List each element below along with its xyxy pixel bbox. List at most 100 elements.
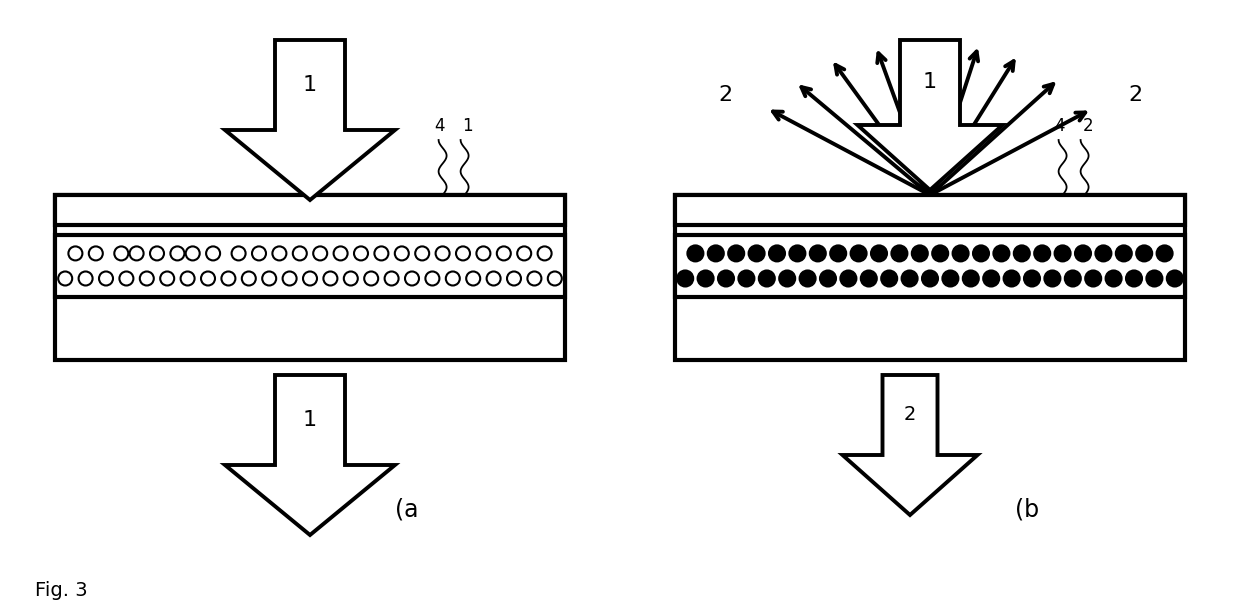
Circle shape [698, 270, 713, 286]
Circle shape [1126, 270, 1142, 286]
Bar [55, 195, 565, 225]
Circle shape [324, 272, 337, 286]
Bar [675, 235, 1185, 297]
Circle shape [170, 246, 185, 261]
Circle shape [150, 246, 164, 261]
Circle shape [242, 272, 255, 286]
Circle shape [911, 245, 928, 261]
Circle shape [708, 245, 724, 261]
Circle shape [749, 245, 765, 261]
Circle shape [314, 246, 327, 261]
Circle shape [252, 246, 267, 261]
Circle shape [718, 270, 734, 286]
Circle shape [456, 246, 470, 261]
Circle shape [861, 270, 877, 286]
Circle shape [486, 272, 501, 286]
Circle shape [435, 246, 450, 261]
Circle shape [800, 270, 816, 286]
Text: (b: (b [1016, 498, 1039, 522]
Bar [55, 235, 565, 297]
Circle shape [365, 272, 378, 286]
Circle shape [1116, 245, 1132, 261]
Circle shape [1106, 270, 1122, 286]
Polygon shape [224, 40, 396, 200]
Circle shape [1167, 270, 1183, 286]
Circle shape [186, 246, 200, 261]
Circle shape [507, 272, 521, 286]
Text: 1: 1 [463, 117, 472, 135]
Circle shape [262, 272, 277, 286]
Text: 2: 2 [1083, 117, 1092, 135]
Circle shape [283, 272, 296, 286]
Bar [675, 195, 1185, 225]
Circle shape [993, 245, 1009, 261]
Circle shape [527, 272, 542, 286]
Circle shape [1136, 245, 1152, 261]
Circle shape [901, 270, 918, 286]
Circle shape [538, 246, 552, 261]
Circle shape [677, 270, 693, 286]
Polygon shape [224, 375, 396, 535]
Circle shape [353, 246, 368, 261]
Circle shape [160, 272, 174, 286]
Circle shape [394, 246, 409, 261]
Polygon shape [858, 40, 1002, 190]
Circle shape [293, 246, 306, 261]
Circle shape [1095, 245, 1111, 261]
Circle shape [728, 245, 744, 261]
Circle shape [232, 246, 246, 261]
Circle shape [425, 272, 439, 286]
Circle shape [334, 246, 347, 261]
Circle shape [405, 272, 419, 286]
Polygon shape [842, 375, 977, 515]
Circle shape [1075, 245, 1091, 261]
Circle shape [952, 245, 968, 261]
Circle shape [89, 246, 103, 261]
Circle shape [942, 270, 959, 286]
Text: 1: 1 [303, 410, 317, 430]
Circle shape [1054, 245, 1070, 261]
Circle shape [1044, 270, 1060, 286]
Circle shape [962, 270, 978, 286]
Circle shape [273, 246, 286, 261]
Circle shape [820, 270, 836, 286]
Circle shape [810, 245, 826, 261]
Circle shape [1085, 270, 1101, 286]
Circle shape [548, 272, 562, 286]
Circle shape [841, 270, 857, 286]
Text: 1: 1 [923, 72, 937, 93]
Circle shape [466, 272, 480, 286]
Circle shape [446, 272, 460, 286]
Circle shape [1034, 245, 1050, 261]
Circle shape [1065, 270, 1081, 286]
Circle shape [384, 272, 398, 286]
Circle shape [343, 272, 358, 286]
Circle shape [831, 245, 846, 261]
Circle shape [983, 270, 999, 286]
Circle shape [1147, 270, 1162, 286]
Circle shape [78, 272, 93, 286]
Circle shape [779, 270, 795, 286]
Circle shape [130, 246, 144, 261]
Circle shape [1024, 270, 1040, 286]
Text: 4: 4 [434, 117, 445, 135]
Circle shape [870, 245, 887, 261]
Circle shape [759, 270, 775, 286]
Text: 4: 4 [1054, 117, 1065, 135]
Circle shape [517, 246, 531, 261]
Circle shape [851, 245, 867, 261]
Circle shape [882, 270, 898, 286]
Circle shape [206, 246, 221, 261]
Circle shape [1014, 245, 1029, 261]
Text: 2: 2 [904, 406, 916, 424]
Bar [55, 195, 565, 360]
Circle shape [932, 245, 949, 261]
Circle shape [687, 245, 703, 261]
Circle shape [769, 245, 785, 261]
Text: 1: 1 [303, 75, 317, 95]
Circle shape [923, 270, 937, 286]
Circle shape [119, 272, 134, 286]
Circle shape [1003, 270, 1019, 286]
Circle shape [476, 246, 490, 261]
Circle shape [222, 272, 236, 286]
